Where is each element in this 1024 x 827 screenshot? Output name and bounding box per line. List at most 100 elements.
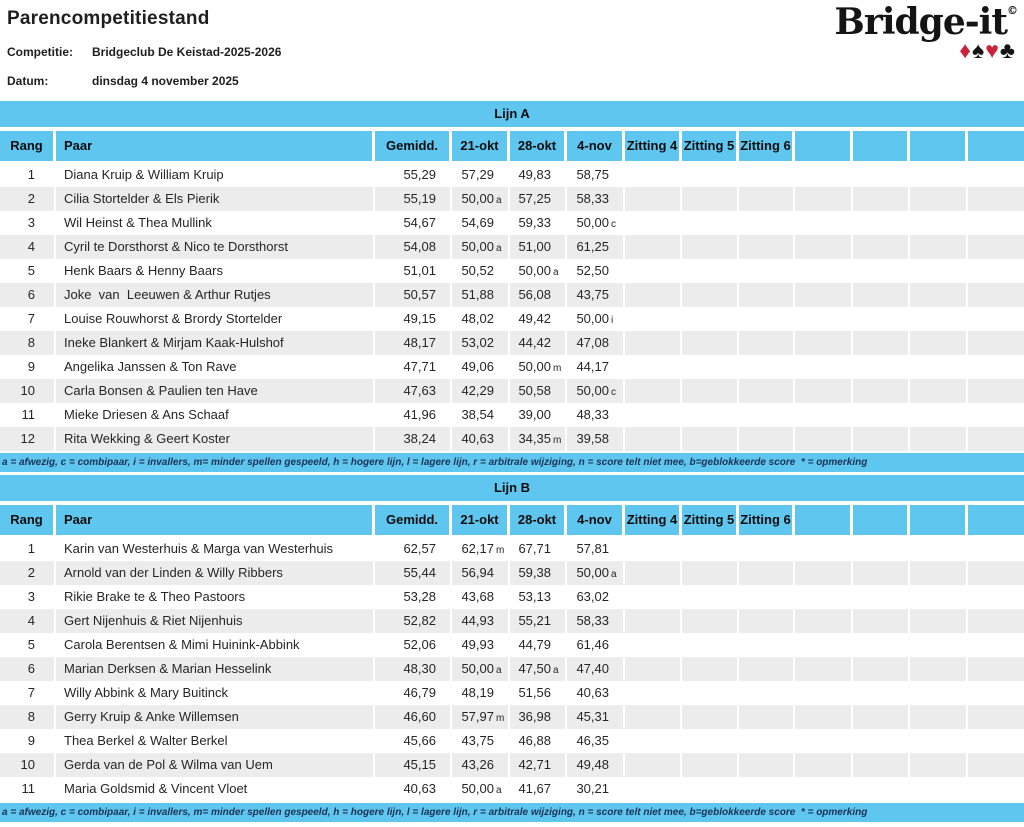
pair-name-cell: Carla Bonsen & Paulien ten Have	[56, 379, 375, 403]
empty-cell	[853, 259, 910, 283]
score-28-okt-cell: 67,71	[510, 537, 567, 561]
rank-cell: 1	[0, 537, 56, 561]
score-value: 47,50	[518, 661, 551, 676]
empty-cell	[682, 403, 739, 427]
score-value: 51,00	[518, 239, 551, 254]
score-value: 44,42	[518, 335, 551, 350]
empty-cell	[968, 403, 1024, 427]
score-4-nov-cell: 39,58	[567, 427, 625, 451]
score-4-nov-cell: 58,33	[567, 609, 625, 633]
empty-cell	[853, 379, 910, 403]
score-value: 50,00	[576, 565, 609, 580]
score-4-nov-cell: 48,33	[567, 403, 625, 427]
gemidd-cell: 41,96	[375, 403, 452, 427]
score-28-okt-cell: 39,00	[510, 403, 567, 427]
empty-cell	[795, 681, 853, 705]
score-28-okt-cell: 56,08	[510, 283, 567, 307]
score-28-okt-cell: 42,71	[510, 753, 567, 777]
empty-cell	[910, 633, 968, 657]
empty-cell	[625, 403, 682, 427]
gemidd-cell: 51,01	[375, 259, 452, 283]
column-header-28-okt: 28-okt	[510, 131, 567, 161]
empty-cell	[968, 259, 1024, 283]
rank-cell: 12	[0, 427, 56, 451]
pair-name-cell: Joke van Leeuwen & Arthur Rutjes	[56, 283, 375, 307]
score-value: 30,21	[576, 781, 609, 796]
score-value: 55,21	[518, 613, 551, 628]
score-value: 51,01	[403, 263, 436, 278]
score-value: 48,33	[576, 407, 609, 422]
empty-cell	[910, 681, 968, 705]
empty-cell	[625, 427, 682, 451]
lijn-b-section: Lijn B Rang Paar Gemidd. 21-okt 28-okt 4-nov Z…	[0, 475, 1024, 822]
empty-cell	[682, 283, 739, 307]
table-row: 5 Carola Berentsen & Mimi Huinink-Abbink 5…	[0, 633, 1024, 657]
score-value: 38,24	[403, 431, 436, 446]
empty-cell	[739, 187, 795, 211]
empty-cell	[682, 163, 739, 187]
rank-cell: 6	[0, 657, 56, 681]
pair-name-cell: Rikie Brake te & Theo Pastoors	[56, 585, 375, 609]
table-row: 2 Arnold van der Linden & Willy Ribbers 55…	[0, 561, 1024, 585]
empty-cell	[682, 585, 739, 609]
lijn-b-band-title: Lijn B	[0, 475, 1024, 501]
score-suffix-flag: a	[496, 785, 502, 796]
score-28-okt-cell: 50,00 a	[510, 259, 567, 283]
empty-cell	[625, 235, 682, 259]
empty-cell	[682, 307, 739, 331]
table-row: 11 Maria Goldsmid & Vincent Vloet 40,63 50,…	[0, 777, 1024, 801]
empty-cell	[910, 705, 968, 729]
pair-name-cell: Wil Heinst & Thea Mullink	[56, 211, 375, 235]
score-21-okt-cell: 38,54	[452, 403, 510, 427]
empty-cell	[682, 187, 739, 211]
score-28-okt-cell: 55,21	[510, 609, 567, 633]
empty-cell	[910, 235, 968, 259]
score-suffix-flag: m	[553, 435, 562, 446]
empty-cell	[682, 259, 739, 283]
score-value: 47,71	[403, 359, 436, 374]
empty-cell	[795, 753, 853, 777]
score-value: 59,38	[518, 565, 551, 580]
empty-cell	[739, 729, 795, 753]
score-value: 46,79	[403, 685, 436, 700]
score-28-okt-cell: 51,00	[510, 235, 567, 259]
empty-cell	[910, 427, 968, 451]
pair-name-cell: Gerda van de Pol & Wilma van Uem	[56, 753, 375, 777]
rank-cell: 4	[0, 609, 56, 633]
table-row: 7 Louise Rouwhorst & Brordy Stortelder 49,…	[0, 307, 1024, 331]
score-28-okt-cell: 47,50 a	[510, 657, 567, 681]
column-header-28-okt: 28-okt	[510, 505, 567, 535]
gemidd-cell: 48,17	[375, 331, 452, 355]
empty-cell	[739, 753, 795, 777]
competitie-row: Competitie: Bridgeclub De Keistad-2025-2…	[7, 45, 1016, 59]
score-28-okt-cell: 51,56	[510, 681, 567, 705]
score-suffix-flag: c	[611, 219, 616, 230]
empty-cell	[968, 681, 1024, 705]
score-value: 61,46	[576, 637, 609, 652]
table-row: 6 Joke van Leeuwen & Arthur Rutjes 50,57 51…	[0, 283, 1024, 307]
score-4-nov-cell: 52,50	[567, 259, 625, 283]
empty-cell	[968, 379, 1024, 403]
empty-cell	[853, 633, 910, 657]
pair-name-cell: Maria Goldsmid & Vincent Vloet	[56, 777, 375, 801]
score-4-nov-cell: 57,81	[567, 537, 625, 561]
empty-cell	[739, 355, 795, 379]
pair-name-cell: Thea Berkel & Walter Berkel	[56, 729, 375, 753]
score-suffix-flag: m	[496, 713, 505, 724]
score-4-nov-cell: 63,02	[567, 585, 625, 609]
column-header-rang: Rang	[0, 505, 56, 535]
empty-cell	[910, 163, 968, 187]
page-title: Parencompetitiestand	[7, 8, 210, 29]
score-suffix-flag: a	[553, 267, 559, 278]
gemidd-cell: 55,29	[375, 163, 452, 187]
gemidd-cell: 48,30	[375, 657, 452, 681]
table-row: 9 Thea Berkel & Walter Berkel 45,66 43,75 46…	[0, 729, 1024, 753]
score-value: 55,29	[403, 167, 436, 182]
score-21-okt-cell: 48,02	[452, 307, 510, 331]
competitie-label: Competitie:	[7, 45, 73, 59]
pair-name-cell: Willy Abbink & Mary Buitinck	[56, 681, 375, 705]
empty-cell	[682, 537, 739, 561]
column-header-4-nov: 4-nov	[567, 505, 625, 535]
empty-cell	[739, 633, 795, 657]
table-row: 2 Cilia Stortelder & Els Pierik 55,19 50,00…	[0, 187, 1024, 211]
